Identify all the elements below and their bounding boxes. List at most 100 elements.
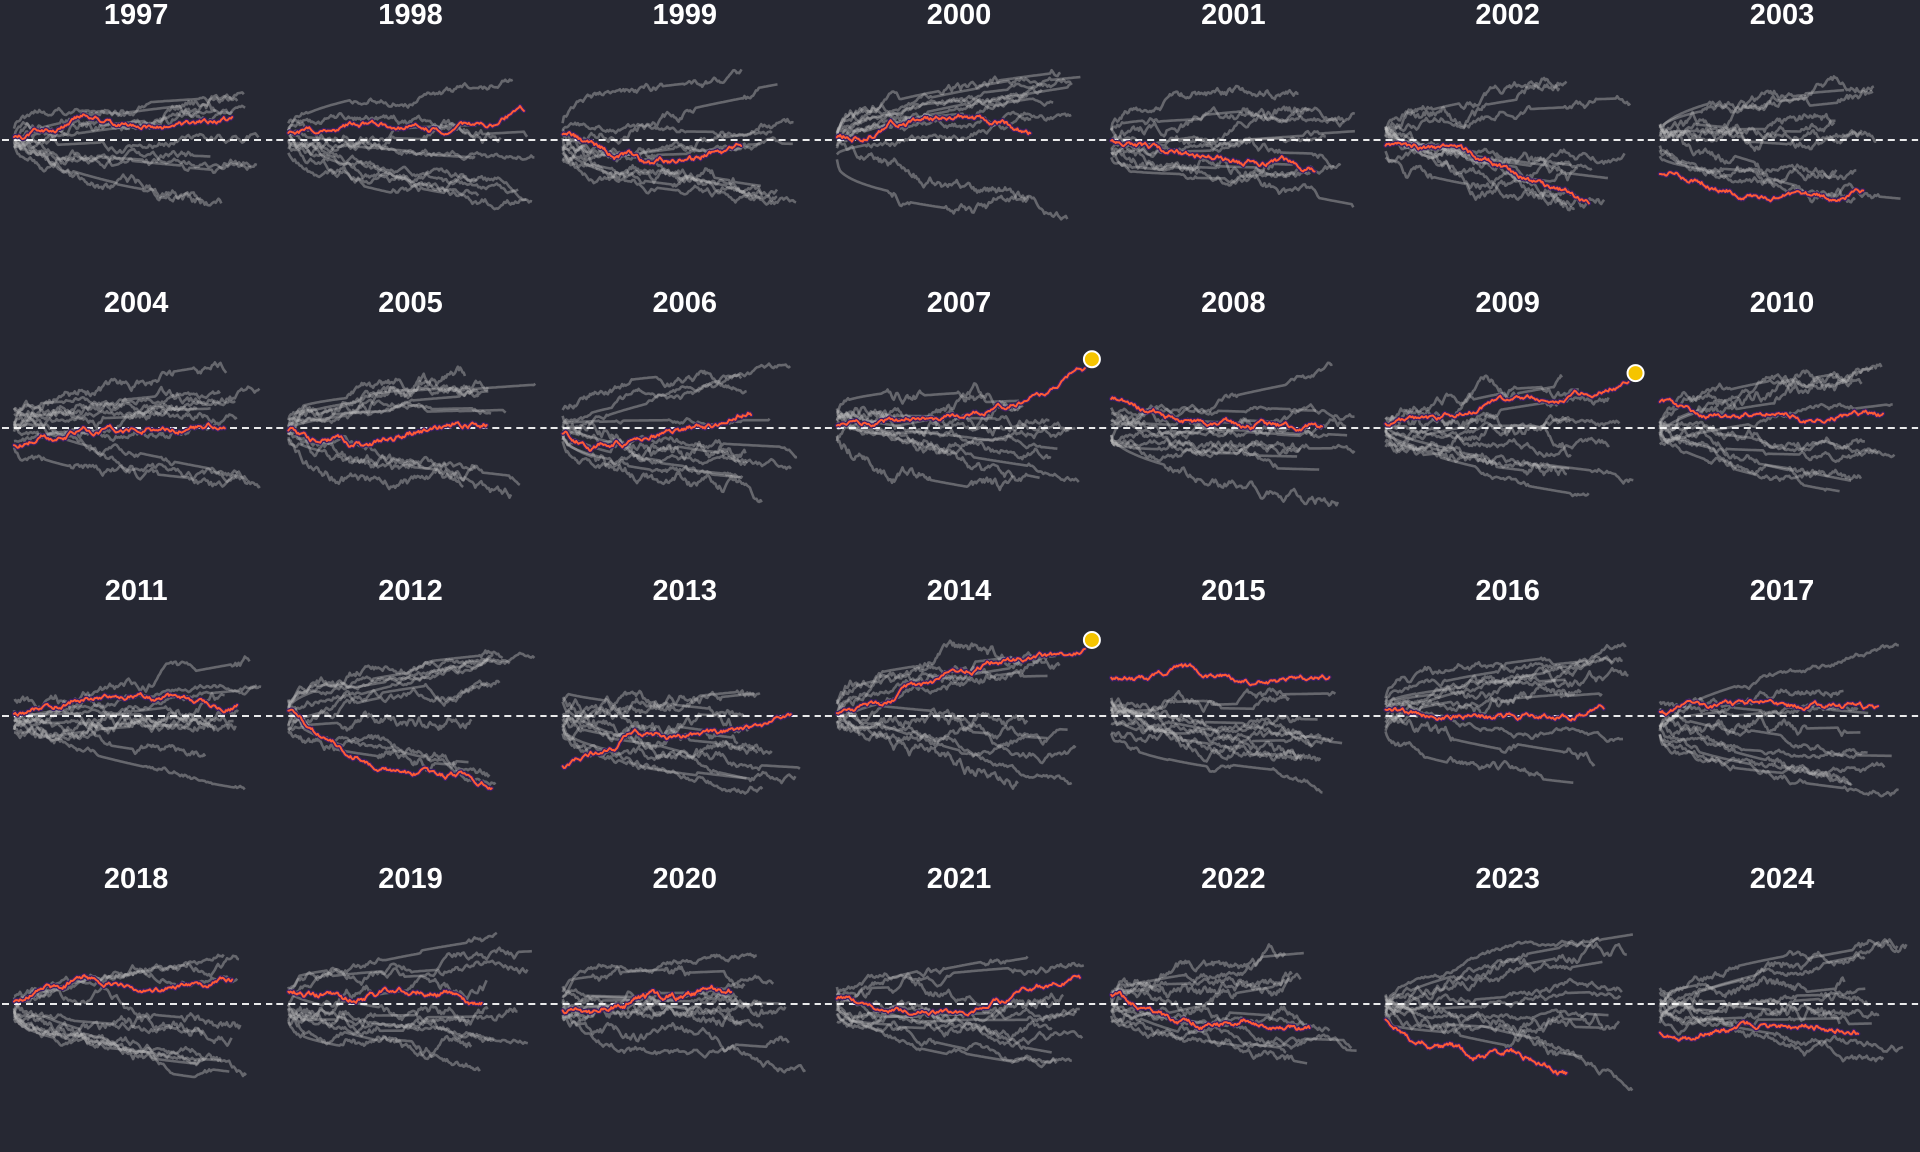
- panel-title-2011: 2011: [105, 575, 168, 607]
- panel-2010: 2010: [1647, 287, 1919, 493]
- other-series-line: [1384, 998, 1609, 1021]
- other-series-line: [287, 152, 533, 204]
- other-series-line: [1384, 416, 1621, 440]
- panel-title-2017: 2017: [1750, 575, 1815, 607]
- record-high-marker: [1082, 350, 1101, 369]
- other-series-line: [13, 399, 236, 430]
- other-series-line: [835, 97, 1054, 147]
- other-series-line: [561, 952, 757, 993]
- panel-title-1998: 1998: [378, 0, 443, 31]
- other-series-line: [287, 986, 495, 1043]
- other-series-line: [287, 128, 519, 195]
- other-series-line: [561, 696, 739, 745]
- record-high-marker: [1626, 364, 1645, 383]
- other-series-line: [1658, 145, 1901, 200]
- other-series-line: [12, 712, 195, 732]
- other-series-line: [1658, 733, 1886, 778]
- other-series-line: [1659, 128, 1863, 146]
- other-series-line: [1658, 998, 1904, 1053]
- other-series-line: [287, 651, 536, 710]
- other-series-line: [1384, 995, 1634, 1092]
- panel-title-2003: 2003: [1750, 0, 1815, 31]
- other-series-line: [1658, 975, 1846, 1012]
- panel-title-2024: 2024: [1750, 863, 1815, 895]
- other-series-line: [561, 146, 763, 197]
- other-series-line: [835, 986, 1052, 1054]
- other-series-line: [561, 369, 743, 411]
- panel-title-2005: 2005: [378, 287, 443, 319]
- other-series-line: [13, 712, 234, 731]
- other-series-line: [835, 421, 1076, 445]
- highlight-series-line: [835, 974, 1081, 1017]
- other-series-line: [561, 723, 773, 760]
- highlight-series-line: [1110, 663, 1331, 687]
- other-series-line: [1109, 361, 1333, 443]
- other-series-line: [12, 692, 225, 739]
- other-series-line: [561, 68, 743, 124]
- other-series-line: [1109, 951, 1304, 998]
- panel-title-2000: 2000: [927, 0, 992, 31]
- other-series-line: [12, 1015, 201, 1061]
- other-series-line: [561, 362, 792, 441]
- other-series-line: [12, 997, 248, 1078]
- other-series-line: [1384, 703, 1596, 767]
- panel-2000: 2000: [824, 0, 1096, 221]
- other-series-line: [1384, 395, 1610, 448]
- highlight-series-line: [835, 367, 1086, 428]
- other-series-line: [287, 1008, 481, 1072]
- other-series-line: [835, 699, 1073, 786]
- highlight-series-line: [1110, 138, 1316, 173]
- highlight-series-line: [13, 113, 234, 141]
- panel-title-2018: 2018: [104, 863, 169, 895]
- other-series-line: [287, 139, 476, 160]
- other-series-line: [1109, 434, 1340, 507]
- other-series-line: [12, 385, 261, 432]
- other-series-line: [561, 996, 764, 1020]
- other-series-line: [1384, 80, 1568, 131]
- panel-title-2007: 2007: [927, 287, 992, 319]
- other-series-line: [287, 1007, 518, 1038]
- other-series-line: [561, 425, 792, 471]
- other-series-line: [561, 117, 794, 162]
- other-series-line: [12, 390, 221, 413]
- panel-2023: 2023: [1373, 863, 1644, 1092]
- other-series-line: [287, 379, 489, 436]
- other-series-line: [1109, 997, 1308, 1065]
- panel-2013: 2013: [550, 575, 821, 795]
- other-series-line: [835, 75, 1081, 139]
- other-series-line: [1110, 972, 1302, 996]
- highlight-series-line: [1658, 1020, 1860, 1042]
- other-series-line: [1658, 951, 1866, 1024]
- other-series-line: [287, 365, 467, 436]
- other-series-line: [287, 710, 473, 732]
- other-series-line: [835, 435, 1014, 492]
- highlight-series-line: [1110, 396, 1323, 432]
- other-series-line: [835, 1002, 1072, 1065]
- other-series-line: [1110, 985, 1306, 1028]
- panel-2021: 2021: [824, 863, 1096, 1069]
- other-series-line: [287, 1004, 529, 1045]
- highlight-series-line: [1658, 698, 1879, 716]
- other-series-line: [561, 121, 773, 140]
- other-series-line: [287, 436, 464, 488]
- other-series-line: [13, 139, 258, 171]
- other-series-line: [287, 931, 498, 1007]
- panel-title-1999: 1999: [652, 0, 717, 31]
- other-series-line: [1111, 1007, 1331, 1033]
- other-series-line: [287, 78, 514, 135]
- other-series-line: [1384, 1008, 1604, 1038]
- other-series-line: [1110, 414, 1292, 439]
- other-series-line: [1110, 970, 1293, 1024]
- other-series-line: [1658, 987, 1885, 1063]
- other-series-line: [561, 999, 743, 1028]
- other-series-line: [1659, 991, 1869, 1010]
- panel-1997: 1997: [2, 0, 273, 207]
- other-series-line: [835, 704, 1068, 746]
- other-series-line: [13, 691, 237, 732]
- panel-2006: 2006: [550, 287, 821, 504]
- other-series-line: [12, 714, 207, 758]
- other-series-line: [835, 92, 1029, 134]
- other-series-line: [12, 953, 225, 1015]
- other-series-line: [1384, 994, 1583, 1058]
- other-series-line: [1110, 708, 1303, 763]
